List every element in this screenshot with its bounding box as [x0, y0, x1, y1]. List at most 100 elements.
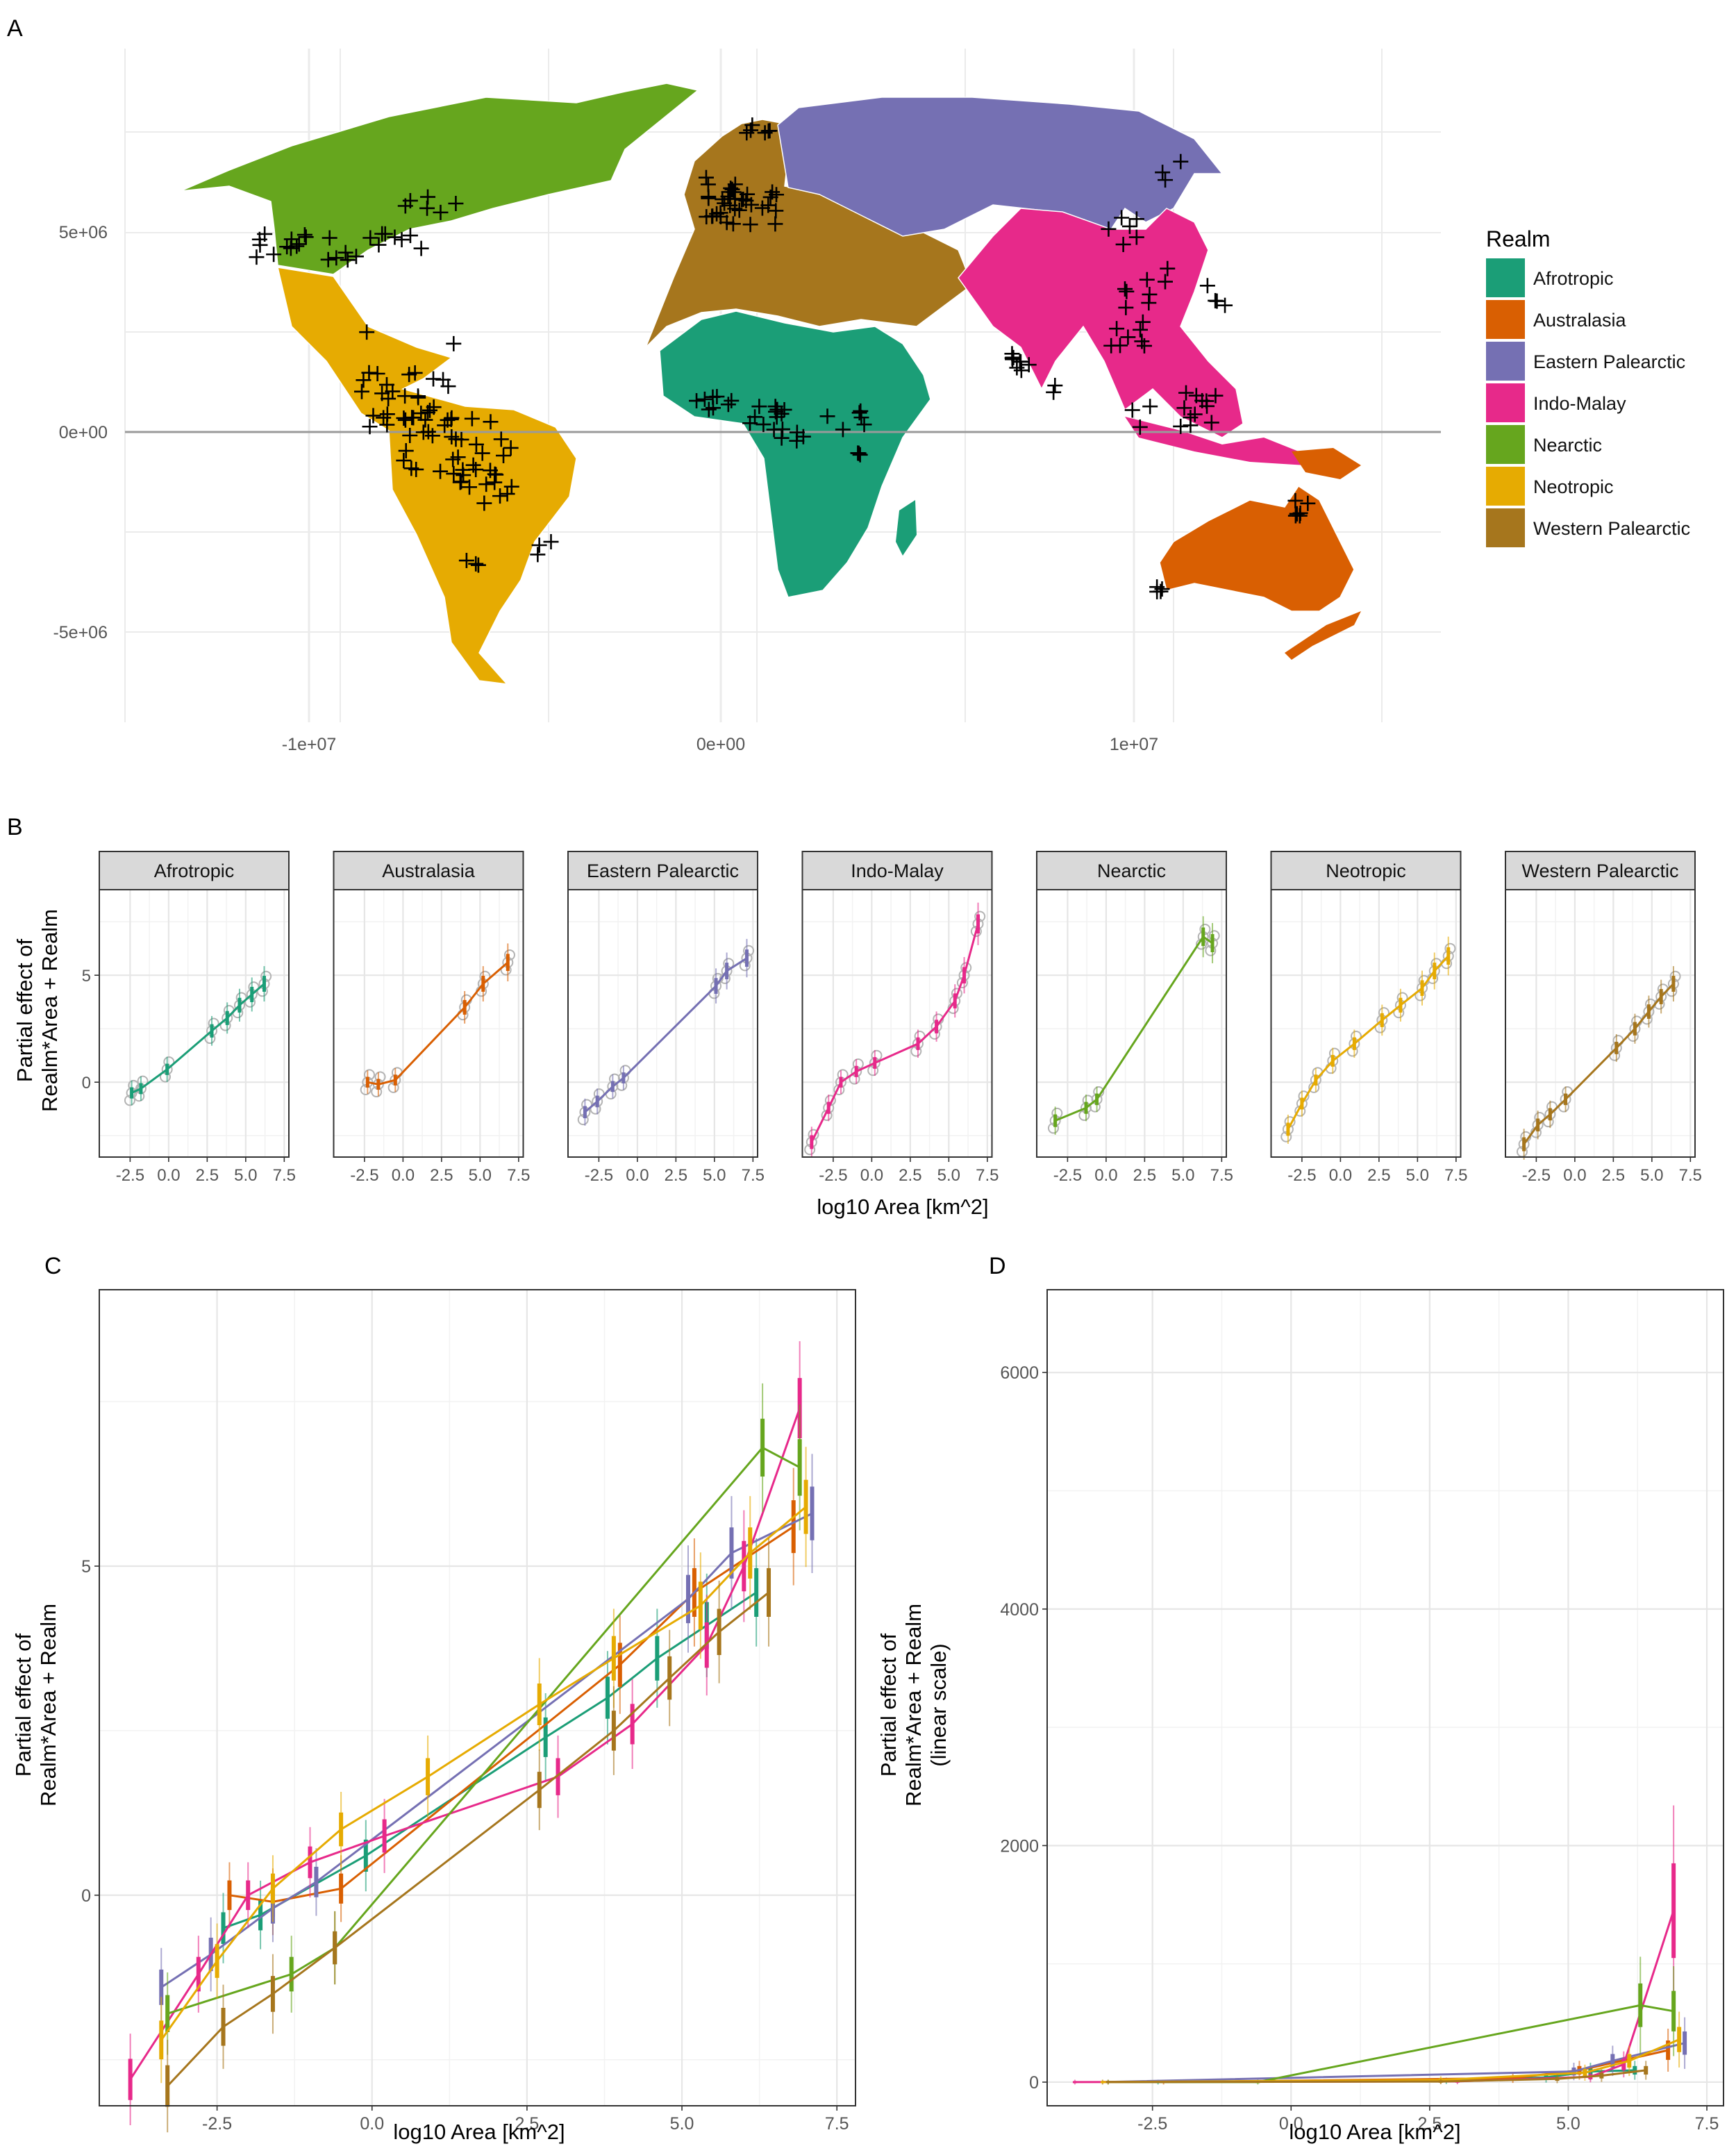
panel-b-xlabel: log10 Area [km^2] — [817, 1195, 988, 1219]
site-marker — [738, 192, 754, 208]
panel-letter-b: B — [7, 814, 23, 840]
x-tick-label: 7.5 — [1695, 2114, 1719, 2134]
site-marker — [1046, 384, 1062, 400]
site-marker — [402, 428, 418, 444]
site-marker — [1005, 351, 1021, 367]
site-marker — [371, 237, 387, 253]
x-tick-label: 2.5 — [196, 1166, 219, 1185]
site-marker — [709, 389, 725, 405]
realm-madagascar — [896, 500, 917, 556]
panel-b-ylabel-line1: Partial effect of — [12, 939, 37, 1083]
site-marker — [1199, 398, 1215, 414]
site-marker — [1021, 357, 1037, 373]
site-marker — [774, 430, 790, 446]
plot-background — [333, 890, 524, 1157]
y-tick-label: 0 — [81, 1886, 91, 1906]
plot-border — [99, 1289, 856, 2106]
site-marker — [543, 534, 559, 550]
site-marker — [396, 453, 412, 469]
site-marker — [735, 191, 751, 207]
observed-point — [1444, 942, 1456, 954]
series-afrotropic — [124, 966, 272, 1106]
site-marker — [1173, 153, 1189, 169]
legend-swatch-nearctic — [1486, 425, 1525, 464]
x-tick-label: 5.0 — [234, 1166, 257, 1185]
site-marker — [492, 488, 508, 504]
observed-point — [374, 1071, 386, 1083]
site-marker — [1149, 579, 1165, 595]
facet-strip-label: Australasia — [382, 861, 476, 881]
x-tick-label: -2.5 — [202, 2114, 232, 2134]
series-neotropic — [1280, 936, 1456, 1144]
panel-d-ylabel-line1: Partial effect of — [876, 1634, 901, 1777]
panel-d-xlabel: log10 Area [km^2] — [1289, 2120, 1460, 2144]
site-marker — [1133, 322, 1149, 338]
site-marker — [257, 226, 273, 242]
map-ytick-3: -5e+06 — [53, 623, 108, 642]
site-marker — [731, 202, 747, 218]
facet-australasia: Australasia -2.5 0.0 2.5 5.0 7.5 — [333, 851, 531, 1185]
x-tick-label: 7.5 — [976, 1166, 999, 1185]
y-tick-label: 5 — [82, 967, 91, 986]
observed-point — [804, 1144, 816, 1156]
site-marker — [701, 401, 717, 417]
map-panel: 5e+06 0e+00 -5e+06 -1e+07 0e+00 1e+07 Re… — [53, 49, 1690, 754]
x-tick-label: 0.0 — [626, 1166, 649, 1185]
site-marker — [365, 408, 381, 424]
site-marker — [468, 436, 484, 452]
x-tick-label: -2.5 — [1287, 1166, 1316, 1185]
site-marker — [470, 557, 486, 573]
site-marker — [765, 184, 781, 200]
x-tick-label: 0.0 — [1563, 1166, 1586, 1185]
site-marker — [766, 422, 782, 438]
site-marker — [320, 251, 336, 267]
site-marker — [1124, 402, 1140, 418]
x-tick-label: 0.0 — [860, 1166, 883, 1185]
site-marker — [444, 410, 460, 426]
panel-c-xlabel: log10 Area [km^2] — [393, 2120, 565, 2144]
site-marker — [1158, 172, 1174, 188]
site-marker — [1103, 338, 1119, 354]
observed-point — [1078, 1109, 1090, 1121]
site-marker — [1114, 210, 1130, 226]
realm-neotropic — [277, 267, 577, 685]
x-tick-label: 2.5 — [665, 1166, 687, 1185]
site-marker — [727, 176, 743, 192]
site-marker — [698, 169, 714, 185]
site-marker — [1141, 295, 1157, 311]
site-marker — [340, 252, 356, 268]
site-marker — [337, 244, 353, 260]
site-marker — [402, 228, 418, 244]
x-tick-label: 5.0 — [670, 2114, 694, 2134]
observed-point — [960, 962, 972, 974]
panel-b-ylabel-line2: Realm*Area + Realm — [37, 909, 62, 1112]
x-tick-label: 5.0 — [937, 1166, 960, 1185]
realm-nearctic — [180, 83, 699, 275]
x-tick-label: 7.5 — [507, 1166, 530, 1185]
legend-item-eastern-palearctic: Eastern Palearctic — [1486, 342, 1685, 381]
site-marker — [1209, 293, 1225, 309]
plot-background — [568, 890, 758, 1157]
legend-item-australasia: Australasia — [1486, 300, 1627, 339]
legend-label-afrotropic: Afrotropic — [1533, 268, 1614, 289]
combined-log-panel: -2.5 0.0 2.5 5.0 7.5 0 5 — [81, 1289, 856, 2134]
y-tick-label: 4000 — [1000, 1600, 1039, 1620]
site-marker — [715, 191, 731, 207]
y-tick-label: 6000 — [1000, 1363, 1039, 1383]
facet-strip-label: Neotropic — [1326, 861, 1406, 881]
site-marker — [751, 399, 767, 415]
site-marker — [689, 393, 705, 409]
plot-background — [1047, 1290, 1724, 2106]
observed-point — [363, 1069, 375, 1081]
legend-item-western-palearctic: Western Palearctic — [1486, 508, 1690, 547]
legend-swatch-eastern-palearctic — [1486, 342, 1525, 381]
site-marker — [1176, 400, 1192, 416]
x-tick-label: 2.5 — [1367, 1166, 1390, 1185]
observed-point — [503, 949, 515, 961]
site-marker — [401, 367, 417, 383]
plot-border — [99, 889, 290, 1158]
observed-point — [970, 926, 982, 938]
facet-neotropic: Neotropic -2.5 0.0 2.5 5.0 7.5 — [1270, 851, 1468, 1185]
series-western-palearctic — [1105, 2061, 1649, 2085]
